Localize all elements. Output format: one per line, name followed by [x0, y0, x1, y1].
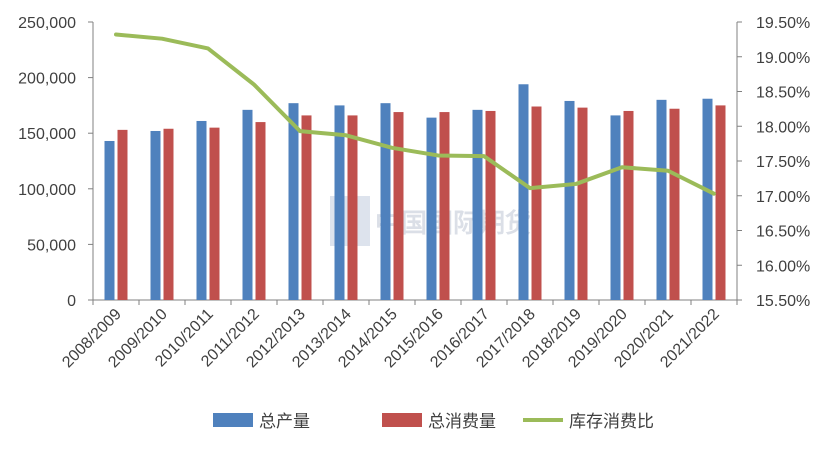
bar-total-consumption: [301, 115, 312, 301]
tick-labels-group: 0 50,000 100,000 150,000 200,000 250,000 15.50…: [18, 15, 810, 371]
line-point: [391, 147, 393, 149]
line-point: [115, 34, 117, 36]
bar-total-consumption: [117, 129, 128, 300]
line-point: [345, 134, 347, 136]
legend-label: 总产量: [259, 412, 310, 431]
y-right-tick-label: 18.50%: [756, 85, 810, 102]
axes-group: [88, 21, 742, 305]
y-right-tick-label: 18.00%: [756, 119, 810, 136]
line-point: [253, 84, 255, 86]
line-point: [207, 47, 209, 49]
bar-total-consumption: [209, 127, 220, 300]
bar-total-production: [150, 130, 161, 300]
line-point: [529, 187, 531, 189]
legend: 总产量 总消费量 库存消费比: [213, 412, 654, 431]
line-point: [575, 183, 577, 185]
bar-total-consumption: [669, 108, 680, 301]
bar-total-consumption: [255, 122, 266, 300]
y-left-tick-label: 50,000: [27, 237, 76, 254]
y-left-tick-label: 200,000: [18, 71, 76, 88]
y-right-tick-label: 16.50%: [756, 224, 810, 241]
line-point: [713, 193, 715, 195]
bar-total-production: [334, 105, 345, 301]
y-left-tick-label: 150,000: [18, 126, 76, 143]
bar-total-consumption: [531, 106, 542, 301]
legend-label: 总消费量: [428, 412, 496, 431]
y-left-tick-label: 0: [67, 293, 76, 310]
line-point: [299, 130, 301, 132]
bar-total-production: [518, 84, 529, 300]
bar-total-production: [242, 109, 253, 301]
bar-total-production: [656, 99, 667, 300]
line-point: [667, 170, 669, 172]
bar-total-production: [196, 120, 207, 300]
bar-total-consumption: [715, 105, 726, 301]
bar-total-consumption: [347, 115, 358, 301]
bar-total-consumption: [485, 110, 496, 301]
bars-group: [104, 84, 726, 301]
legend-label: 库存消费比: [569, 412, 654, 431]
line-point: [437, 154, 439, 156]
bar-total-production: [288, 103, 299, 301]
y-right-tick-label: 17.00%: [756, 189, 810, 206]
line-point: [621, 166, 623, 168]
line-point: [483, 155, 485, 157]
legend-swatch: [213, 413, 253, 427]
y-right-tick-label: 16.00%: [756, 258, 810, 275]
bar-total-consumption: [577, 107, 588, 301]
line-stock-to-use-ratio: [114, 32, 716, 196]
bar-total-production: [564, 100, 575, 301]
bar-total-production: [610, 115, 621, 301]
y-left-tick-label: 100,000: [18, 182, 76, 199]
y-right-tick-label: 19.50%: [756, 15, 810, 32]
bar-total-production: [426, 117, 437, 300]
line-point: [161, 38, 163, 40]
bar-total-production: [472, 109, 483, 301]
y-left-tick-label: 250,000: [18, 15, 76, 32]
line-group: [114, 32, 716, 196]
y-right-tick-label: 17.50%: [756, 154, 810, 171]
bar-total-production: [380, 103, 391, 301]
bar-total-consumption: [163, 128, 174, 300]
y-right-tick-label: 19.00%: [756, 50, 810, 67]
y-right-tick-label: 15.50%: [756, 293, 810, 310]
bar-total-consumption: [439, 112, 450, 301]
legend-swatch: [382, 413, 422, 427]
bar-total-production: [104, 140, 115, 300]
bar-total-consumption: [393, 112, 404, 301]
bar-total-production: [702, 98, 713, 300]
bar-total-consumption: [623, 110, 634, 301]
